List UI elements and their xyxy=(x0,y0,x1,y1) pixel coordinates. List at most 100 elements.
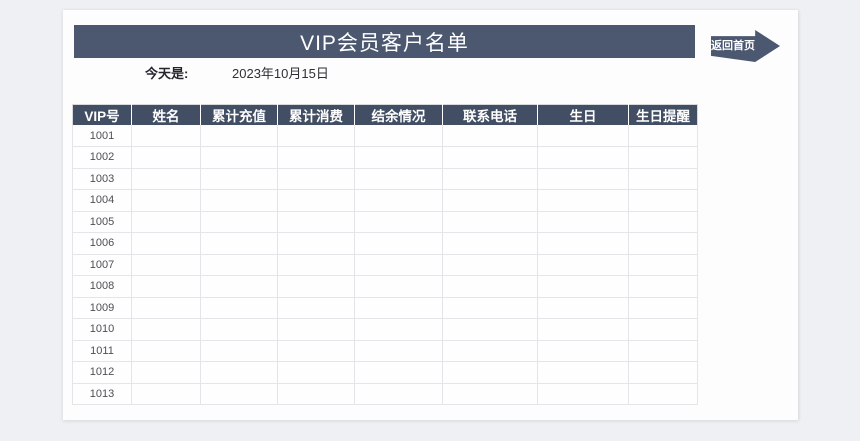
cell-balance[interactable] xyxy=(354,318,443,341)
cell-total-spent[interactable] xyxy=(277,361,355,384)
cell-name[interactable] xyxy=(131,146,201,169)
cell-balance[interactable] xyxy=(354,146,443,169)
cell-birthday[interactable] xyxy=(537,382,629,405)
cell-birthday-reminder[interactable] xyxy=(628,382,698,405)
cell-birthday-reminder[interactable] xyxy=(628,210,698,233)
cell-birthday-reminder[interactable] xyxy=(628,167,698,190)
cell-phone[interactable] xyxy=(442,275,538,298)
cell-vip-id[interactable]: 1006 xyxy=(72,232,132,255)
cell-name[interactable] xyxy=(131,296,201,319)
cell-vip-id[interactable]: 1005 xyxy=(72,210,132,233)
cell-phone[interactable] xyxy=(442,361,538,384)
cell-phone[interactable] xyxy=(442,382,538,405)
cell-name[interactable] xyxy=(131,318,201,341)
cell-total-recharge[interactable] xyxy=(200,318,278,341)
cell-birthday[interactable] xyxy=(537,125,629,147)
cell-name[interactable] xyxy=(131,125,201,147)
cell-vip-id[interactable]: 1007 xyxy=(72,253,132,276)
cell-total-spent[interactable] xyxy=(277,253,355,276)
cell-total-spent[interactable] xyxy=(277,275,355,298)
cell-name[interactable] xyxy=(131,210,201,233)
cell-total-recharge[interactable] xyxy=(200,275,278,298)
back-home-button[interactable]: 返回首页 xyxy=(711,30,780,62)
cell-name[interactable] xyxy=(131,232,201,255)
cell-total-spent[interactable] xyxy=(277,210,355,233)
cell-birthday-reminder[interactable] xyxy=(628,275,698,298)
cell-vip-id[interactable]: 1009 xyxy=(72,296,132,319)
cell-vip-id[interactable]: 1004 xyxy=(72,189,132,212)
cell-total-recharge[interactable] xyxy=(200,146,278,169)
cell-vip-id[interactable]: 1010 xyxy=(72,318,132,341)
cell-total-recharge[interactable] xyxy=(200,339,278,362)
cell-total-spent[interactable] xyxy=(277,125,355,147)
cell-birthday[interactable] xyxy=(537,167,629,190)
cell-total-spent[interactable] xyxy=(277,382,355,405)
cell-balance[interactable] xyxy=(354,339,443,362)
cell-balance[interactable] xyxy=(354,382,443,405)
cell-name[interactable] xyxy=(131,339,201,362)
cell-total-recharge[interactable] xyxy=(200,232,278,255)
cell-birthday[interactable] xyxy=(537,232,629,255)
cell-total-recharge[interactable] xyxy=(200,167,278,190)
cell-birthday-reminder[interactable] xyxy=(628,339,698,362)
cell-birthday[interactable] xyxy=(537,253,629,276)
cell-vip-id[interactable]: 1013 xyxy=(72,382,132,405)
cell-name[interactable] xyxy=(131,253,201,276)
cell-total-recharge[interactable] xyxy=(200,296,278,319)
cell-vip-id[interactable]: 1002 xyxy=(72,146,132,169)
cell-vip-id[interactable]: 1011 xyxy=(72,339,132,362)
cell-name[interactable] xyxy=(131,361,201,384)
cell-total-spent[interactable] xyxy=(277,296,355,319)
cell-balance[interactable] xyxy=(354,275,443,298)
cell-birthday[interactable] xyxy=(537,339,629,362)
cell-birthday-reminder[interactable] xyxy=(628,296,698,319)
cell-name[interactable] xyxy=(131,275,201,298)
cell-phone[interactable] xyxy=(442,189,538,212)
cell-balance[interactable] xyxy=(354,167,443,190)
cell-total-spent[interactable] xyxy=(277,167,355,190)
cell-birthday[interactable] xyxy=(537,210,629,233)
cell-phone[interactable] xyxy=(442,167,538,190)
cell-total-recharge[interactable] xyxy=(200,382,278,405)
cell-name[interactable] xyxy=(131,167,201,190)
cell-birthday[interactable] xyxy=(537,296,629,319)
cell-birthday[interactable] xyxy=(537,318,629,341)
cell-name[interactable] xyxy=(131,189,201,212)
cell-phone[interactable] xyxy=(442,339,538,362)
cell-balance[interactable] xyxy=(354,210,443,233)
cell-vip-id[interactable]: 1008 xyxy=(72,275,132,298)
cell-total-spent[interactable] xyxy=(277,232,355,255)
cell-birthday-reminder[interactable] xyxy=(628,125,698,147)
cell-total-spent[interactable] xyxy=(277,318,355,341)
cell-phone[interactable] xyxy=(442,125,538,147)
cell-vip-id[interactable]: 1003 xyxy=(72,167,132,190)
cell-phone[interactable] xyxy=(442,253,538,276)
cell-total-recharge[interactable] xyxy=(200,253,278,276)
cell-birthday-reminder[interactable] xyxy=(628,232,698,255)
cell-birthday[interactable] xyxy=(537,361,629,384)
cell-phone[interactable] xyxy=(442,296,538,319)
cell-total-spent[interactable] xyxy=(277,189,355,212)
cell-balance[interactable] xyxy=(354,361,443,384)
cell-birthday[interactable] xyxy=(537,189,629,212)
cell-balance[interactable] xyxy=(354,125,443,147)
cell-birthday-reminder[interactable] xyxy=(628,189,698,212)
cell-birthday[interactable] xyxy=(537,146,629,169)
cell-name[interactable] xyxy=(131,382,201,405)
cell-birthday-reminder[interactable] xyxy=(628,361,698,384)
cell-birthday-reminder[interactable] xyxy=(628,146,698,169)
cell-birthday-reminder[interactable] xyxy=(628,253,698,276)
cell-balance[interactable] xyxy=(354,296,443,319)
cell-phone[interactable] xyxy=(442,232,538,255)
cell-birthday[interactable] xyxy=(537,275,629,298)
cell-total-recharge[interactable] xyxy=(200,210,278,233)
cell-total-spent[interactable] xyxy=(277,339,355,362)
cell-balance[interactable] xyxy=(354,253,443,276)
cell-total-recharge[interactable] xyxy=(200,361,278,384)
cell-total-spent[interactable] xyxy=(277,146,355,169)
cell-vip-id[interactable]: 1001 xyxy=(72,125,132,147)
cell-total-recharge[interactable] xyxy=(200,125,278,147)
cell-phone[interactable] xyxy=(442,210,538,233)
cell-birthday-reminder[interactable] xyxy=(628,318,698,341)
cell-total-recharge[interactable] xyxy=(200,189,278,212)
